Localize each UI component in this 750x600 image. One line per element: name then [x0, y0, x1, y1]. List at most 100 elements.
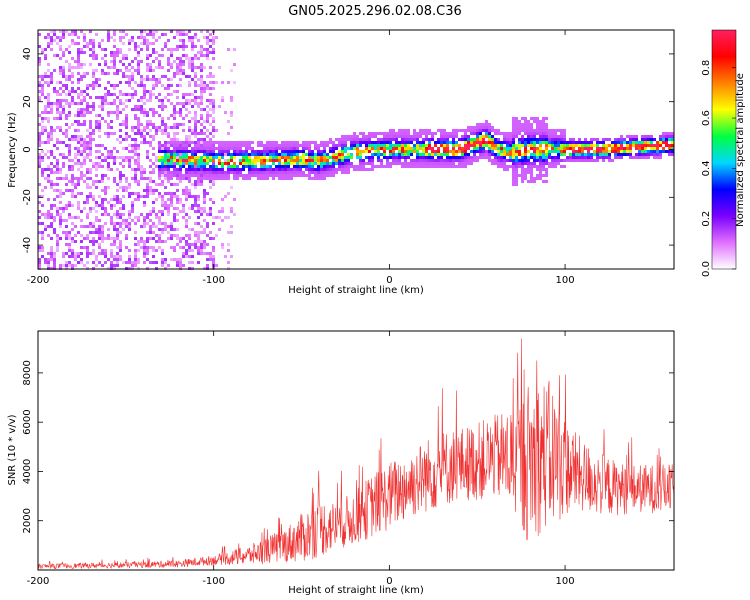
spectrogram-cell — [401, 138, 404, 141]
spectrogram-cell — [65, 84, 68, 87]
spectrogram-cell — [167, 84, 170, 87]
spectrogram-cell — [164, 105, 167, 108]
spectrogram-cell — [98, 195, 101, 198]
spectrogram-cell — [290, 141, 293, 144]
spectrogram-cell — [89, 150, 92, 153]
spectrogram-cell — [101, 249, 104, 252]
spectrogram-cell — [161, 108, 164, 111]
spectrogram-cell — [479, 126, 482, 129]
spectrogram-cell — [584, 141, 587, 144]
spectrogram-cell — [194, 210, 197, 213]
spectrogram-cell — [179, 57, 182, 60]
spectrogram-cell — [143, 189, 146, 192]
spectrogram-cell — [143, 240, 146, 243]
spectrogram-cell — [182, 105, 185, 108]
spectrogram-cell — [431, 165, 434, 168]
spectrogram-cell — [47, 165, 50, 168]
spectrogram-cell — [260, 156, 263, 159]
spectrogram-cell — [86, 147, 89, 150]
spectrogram-cell — [206, 36, 209, 39]
spectrogram-cell — [170, 201, 173, 204]
spectrogram-cell — [44, 108, 47, 111]
spectrogram-cell — [308, 174, 311, 177]
spectrogram-cell — [392, 153, 395, 156]
spectrogram-cell — [218, 228, 221, 231]
spectrogram-cell — [530, 129, 533, 132]
spectrogram-cell — [200, 168, 203, 171]
spectrogram-cell — [206, 243, 209, 246]
spectrogram-cell — [473, 138, 476, 141]
spectrogram-cell — [659, 150, 662, 153]
spectrogram-cell — [71, 189, 74, 192]
spectrogram-cell — [461, 150, 464, 153]
spectrogram-cell — [293, 156, 296, 159]
spectrogram-cell — [539, 159, 542, 162]
spectrogram-cell — [341, 144, 344, 147]
spectrogram-cell — [113, 39, 116, 42]
spectrogram-cell — [164, 204, 167, 207]
spectrogram-cell — [71, 123, 74, 126]
spectrogram-cell — [251, 174, 254, 177]
spectrogram-cell — [290, 177, 293, 180]
spectrogram-cell — [500, 147, 503, 150]
spectrogram-cell — [182, 141, 185, 144]
spectrogram-cell — [641, 135, 644, 138]
spectrogram-cell — [491, 153, 494, 156]
spectrogram-cell — [170, 153, 173, 156]
spectrogram-cell — [560, 132, 563, 135]
spectrogram-cell — [587, 159, 590, 162]
spectrogram-cell — [167, 93, 170, 96]
spectrogram-cell — [161, 120, 164, 123]
spectrogram-cell — [191, 66, 194, 69]
spectrogram-cell — [206, 213, 209, 216]
spectrogram-cell — [617, 138, 620, 141]
spectrogram-cell — [359, 156, 362, 159]
spectrogram-cell — [530, 147, 533, 150]
spectrogram-cell — [233, 156, 236, 159]
spectrogram-cell — [47, 141, 50, 144]
spectrogram-cell — [473, 132, 476, 135]
spectrogram-cell — [218, 168, 221, 171]
spectrogram-cell — [170, 225, 173, 228]
spectrogram-cell — [227, 144, 230, 147]
spectrogram-cell — [149, 228, 152, 231]
spectrogram-cell — [164, 159, 167, 162]
spectrogram-cell — [287, 141, 290, 144]
spectrogram-cell — [89, 30, 92, 33]
spectrogram-cell — [110, 219, 113, 222]
spectrogram-cell — [197, 216, 200, 219]
spectrogram-cell — [530, 168, 533, 171]
spectrogram-cell — [461, 156, 464, 159]
spectrogram-cell — [158, 210, 161, 213]
spectrogram-cell — [479, 129, 482, 132]
spectrogram-cell — [128, 78, 131, 81]
spectrogram-cell — [317, 168, 320, 171]
spectrogram-cell — [389, 147, 392, 150]
spectrogram-cell — [209, 81, 212, 84]
spectrogram-cell — [425, 150, 428, 153]
spectrogram-cell — [269, 144, 272, 147]
snr-y-tick-label-0: 2000 — [22, 508, 33, 533]
spectrogram-cell — [80, 30, 83, 33]
spectrogram-cell — [536, 138, 539, 141]
spectrogram-cell — [617, 141, 620, 144]
spectrogram-cell — [137, 156, 140, 159]
spectrogram-cell — [191, 117, 194, 120]
spectrogram-cell — [203, 201, 206, 204]
spectrogram-cell — [101, 72, 104, 75]
spectrogram-cell — [488, 144, 491, 147]
spectrogram-cell — [134, 198, 137, 201]
spectrogram-cell — [542, 168, 545, 171]
spectrogram-cell — [53, 144, 56, 147]
spectrogram-cell — [68, 78, 71, 81]
spectrogram-cell — [599, 150, 602, 153]
spectrogram-cell — [443, 147, 446, 150]
spectrogram-cell — [173, 138, 176, 141]
spectrogram-cell — [74, 135, 77, 138]
spectrogram-cell — [569, 159, 572, 162]
spectrogram-cell — [173, 72, 176, 75]
spectrogram-cell — [239, 159, 242, 162]
spectrogram-cell — [161, 84, 164, 87]
